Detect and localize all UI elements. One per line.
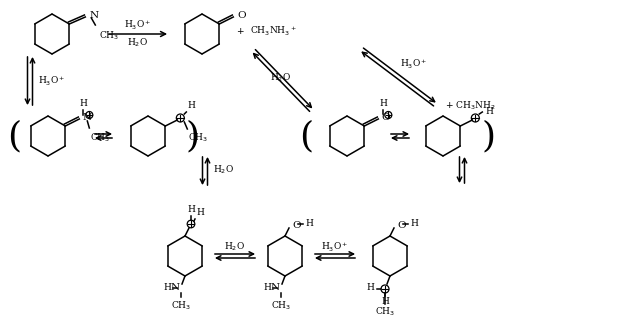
Text: H: H — [187, 205, 195, 214]
Text: CH$_3$: CH$_3$ — [171, 300, 191, 313]
Text: H: H — [163, 283, 171, 291]
Text: H$_2$O: H$_2$O — [128, 37, 149, 49]
Text: CH$_3$: CH$_3$ — [90, 132, 110, 144]
Text: H: H — [196, 208, 204, 217]
Text: O: O — [237, 10, 246, 20]
Text: H$_3$O$^+$: H$_3$O$^+$ — [124, 18, 152, 32]
Text: H: H — [263, 283, 271, 291]
Text: CH$_3$NH$_3$$^+$: CH$_3$NH$_3$$^+$ — [250, 24, 297, 37]
Text: H: H — [485, 107, 493, 115]
Text: H: H — [366, 284, 374, 292]
Text: +: + — [236, 26, 244, 36]
Text: H$_3$O$^+$: H$_3$O$^+$ — [321, 240, 349, 254]
Text: H: H — [381, 297, 389, 306]
Text: + CH$_3$NH$_2$: + CH$_3$NH$_2$ — [445, 100, 496, 112]
Text: N: N — [83, 113, 91, 123]
Text: CH$_3$: CH$_3$ — [375, 306, 395, 319]
Text: ): ) — [186, 119, 200, 153]
Text: CH$_3$: CH$_3$ — [99, 29, 119, 41]
Text: H: H — [187, 101, 195, 110]
Text: ): ) — [481, 119, 495, 153]
Text: O: O — [397, 220, 406, 230]
Text: O: O — [292, 220, 300, 230]
Text: H: H — [305, 219, 313, 229]
Text: H$_2$O: H$_2$O — [213, 164, 234, 176]
Text: CH$_3$: CH$_3$ — [189, 132, 209, 144]
Text: (: ( — [7, 119, 21, 153]
Text: H$_2$O: H$_2$O — [270, 72, 291, 84]
Text: N: N — [171, 284, 180, 292]
Text: N: N — [90, 11, 98, 21]
Text: H$_3$O$^+$: H$_3$O$^+$ — [400, 57, 427, 71]
Text: CH$_3$: CH$_3$ — [271, 300, 291, 313]
Text: (: ( — [299, 119, 313, 153]
Text: O: O — [382, 113, 390, 123]
Text: H: H — [79, 99, 87, 108]
Text: N: N — [271, 284, 280, 292]
Text: H: H — [410, 219, 418, 229]
Text: H$_3$O$^+$: H$_3$O$^+$ — [38, 74, 65, 88]
Text: H: H — [379, 99, 387, 108]
Text: H$_2$O: H$_2$O — [225, 241, 246, 253]
